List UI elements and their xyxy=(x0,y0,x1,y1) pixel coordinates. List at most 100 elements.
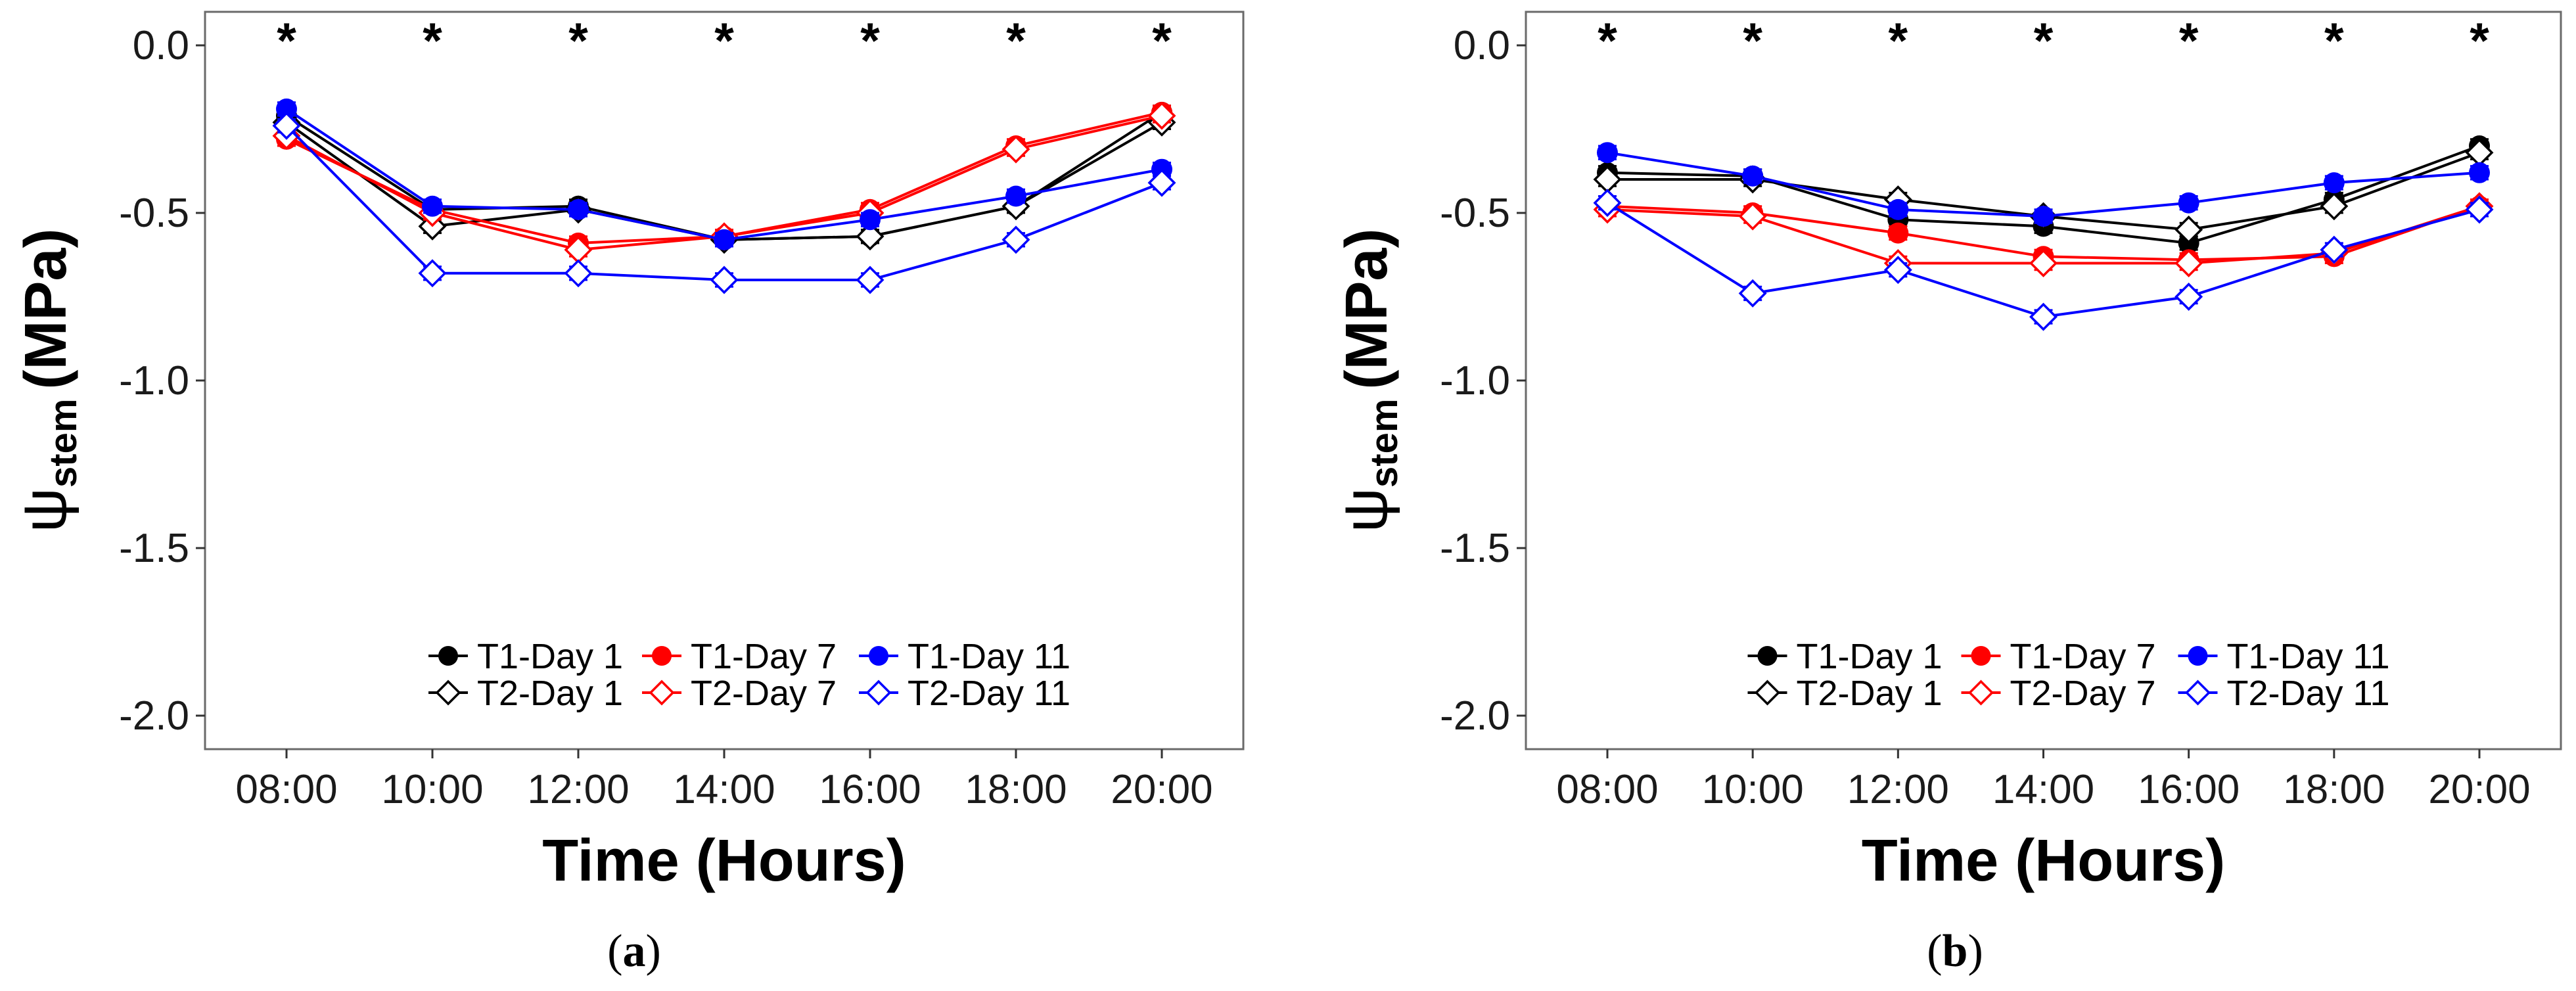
y-tick-label: -1.5 xyxy=(119,526,189,571)
series-line xyxy=(285,121,1162,241)
data-point xyxy=(2320,235,2349,264)
data-point xyxy=(2469,162,2490,183)
legend-label: T1-Day 1 xyxy=(477,637,623,676)
data-point xyxy=(1887,198,1909,220)
significance-star: * xyxy=(568,13,588,69)
data-point xyxy=(422,195,443,217)
legend-item: T1-Day 7 xyxy=(642,637,837,676)
significance-star: * xyxy=(2470,13,2489,69)
data-point xyxy=(714,229,735,250)
y-axis-symbol: ψ xyxy=(1330,488,1400,532)
legend-label: T2-Day 11 xyxy=(908,674,1070,713)
series-t1-day-11 xyxy=(276,98,1172,250)
significance-star: * xyxy=(1598,13,1617,69)
data-point xyxy=(710,265,739,294)
legend-item: T2-Day 1 xyxy=(1747,674,1943,713)
legend-item: T2-Day 7 xyxy=(642,674,837,713)
data-point xyxy=(1883,256,1912,285)
x-tick-label: 08:00 xyxy=(1556,767,1658,812)
y-tick-label: -1.0 xyxy=(1440,358,1510,403)
legend-marker xyxy=(435,680,461,706)
x-tick-label: 16:00 xyxy=(2138,767,2240,812)
x-tick-label: 14:00 xyxy=(1992,767,2094,812)
data-point xyxy=(276,98,297,120)
series-t1-day-11 xyxy=(1597,142,2490,227)
x-tick-label: 18:00 xyxy=(2283,767,2385,812)
significance-star: * xyxy=(277,13,296,69)
data-point xyxy=(1593,189,1622,218)
legend-item: T1-Day 1 xyxy=(1747,637,1943,676)
panel-label: (a) xyxy=(607,926,661,977)
y-tick-label: 0.0 xyxy=(1454,23,1510,68)
significance-star: * xyxy=(1006,13,1026,69)
legend-item: T2-Day 11 xyxy=(2178,674,2390,713)
legend-marker xyxy=(1755,680,1780,706)
data-point xyxy=(1001,225,1030,254)
legend-item: T1-Day 1 xyxy=(428,637,623,676)
x-tick-label: 16:00 xyxy=(819,767,921,812)
legend-item: T1-Day 7 xyxy=(1961,637,2156,676)
panel-label: (b) xyxy=(1927,926,1983,977)
y-tick-label: -1.5 xyxy=(1440,526,1510,571)
x-tick-label: 18:00 xyxy=(965,767,1067,812)
legend-marker xyxy=(1971,646,1991,666)
data-point xyxy=(1147,168,1176,197)
significance-star: * xyxy=(2034,13,2054,69)
y-tick-label: -2.0 xyxy=(119,693,189,739)
x-tick-label: 12:00 xyxy=(1847,767,1949,812)
legend-label: T1-Day 11 xyxy=(908,637,1070,676)
legend-marker xyxy=(438,646,458,666)
legend-label: T2-Day 1 xyxy=(477,674,623,713)
data-point xyxy=(1597,142,1618,164)
y-tick-label: -0.5 xyxy=(1440,191,1510,236)
x-tick-label: 10:00 xyxy=(381,767,483,812)
data-point xyxy=(1738,279,1767,308)
data-point xyxy=(2029,302,2058,331)
data-point xyxy=(860,209,881,231)
data-point xyxy=(418,259,447,288)
data-point xyxy=(856,222,885,251)
legend-label: T2-Day 7 xyxy=(691,674,837,713)
data-point xyxy=(1887,222,1909,244)
legend: T1-Day 1T2-Day 1 T1-Day 7T2-Day 7 T1-Day 1… xyxy=(1747,637,2390,713)
data-point xyxy=(2174,283,2203,311)
legend-item: T2-Day 1 xyxy=(428,674,623,713)
legend-marker xyxy=(2185,680,2211,706)
series-line xyxy=(285,111,1163,241)
x-axis-title: Time (Hours) xyxy=(542,828,906,894)
y-axis-unit: (MPa) xyxy=(1334,229,1400,390)
data-point xyxy=(2174,216,2203,244)
panel-label-close: ) xyxy=(646,926,661,977)
data-point xyxy=(2323,172,2345,194)
data-point xyxy=(856,265,885,294)
legend-label: T2-Day 11 xyxy=(2227,674,2390,713)
series-t2-day-11 xyxy=(272,111,1176,294)
legend-item: T2-Day 11 xyxy=(859,674,1070,713)
legend-label: T1-Day 11 xyxy=(2227,637,2390,676)
x-tick-label: 20:00 xyxy=(2428,767,2530,812)
data-point xyxy=(564,259,593,288)
series-t2-day-11 xyxy=(1593,189,2494,331)
legend-marker xyxy=(649,680,675,706)
panel-label-open: ( xyxy=(607,926,622,977)
x-tick-label: 08:00 xyxy=(235,767,337,812)
data-point xyxy=(1742,165,1764,187)
x-tick-label: 12:00 xyxy=(527,767,629,812)
legend-marker xyxy=(1968,680,1994,706)
chart-panel-a: 0.0 -0.5 -1.0 -1.5 -2.0 08:00 10:00 12:00 14:00 1… xyxy=(9,11,1245,977)
y-tick-label: -0.5 xyxy=(119,191,189,236)
chart-panel-b: 0.0 -0.5 -1.0 -1.5 -2.0 08:00 10:00 12:00 14:00 1… xyxy=(1330,11,2562,977)
legend-item: T1-Day 11 xyxy=(859,637,1070,676)
y-axis-subscript: stem xyxy=(42,399,85,488)
legend-label: T2-Day 7 xyxy=(2010,674,2156,713)
x-tick-label: 14:00 xyxy=(673,767,775,812)
data-point xyxy=(568,198,589,220)
panel-label-letter: a xyxy=(623,926,646,977)
x-tick-label: 10:00 xyxy=(1702,767,1804,812)
significance-star: * xyxy=(2324,13,2344,69)
legend-marker xyxy=(2188,646,2208,666)
data-point xyxy=(1001,135,1030,164)
panel-label-open: ( xyxy=(1927,926,1942,977)
significance-star: * xyxy=(1152,13,1172,69)
legend-label: T1-Day 1 xyxy=(1797,637,1943,676)
